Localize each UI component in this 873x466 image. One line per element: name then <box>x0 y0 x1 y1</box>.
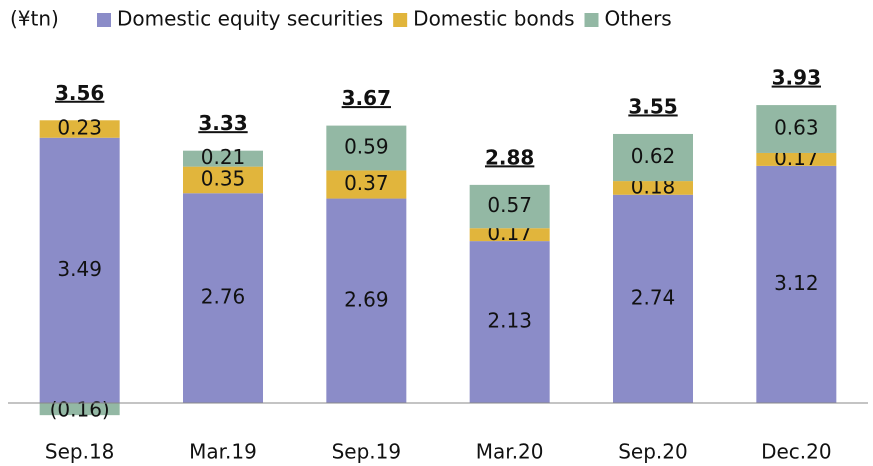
value-label: 2.13 <box>487 309 532 333</box>
bar-segment <box>183 193 263 403</box>
value-label: (0.16) <box>50 398 110 422</box>
value-label: 0.21 <box>201 145 246 169</box>
bar-segment <box>183 166 263 194</box>
legend-label: Others <box>605 7 672 31</box>
value-label: 0.57 <box>487 193 532 217</box>
unit-label: (¥tn) <box>10 7 59 31</box>
bar-segment <box>756 152 837 166</box>
value-label: 0.59 <box>344 135 389 159</box>
value-label: 0.63 <box>774 116 819 140</box>
total-label: 3.67 <box>342 86 391 110</box>
x-tick-label: Mar.20 <box>476 440 544 464</box>
x-tick-label: Sep.18 <box>45 440 115 464</box>
value-label: 0.35 <box>201 166 246 190</box>
bar-segment <box>756 165 837 403</box>
legend: Domestic equity securities Domestic bonds… <box>97 7 672 31</box>
x-tick-label: Sep.20 <box>618 440 688 464</box>
legend-swatch <box>97 13 111 27</box>
value-label: 2.74 <box>631 285 676 309</box>
x-tick-label: Dec.20 <box>761 440 832 464</box>
bar-segment <box>39 137 120 403</box>
bar-segment <box>326 125 407 171</box>
bar-segment <box>469 184 550 229</box>
total-label: 3.55 <box>628 94 677 118</box>
value-label: 2.76 <box>201 285 246 309</box>
value-label: 0.62 <box>631 144 676 168</box>
bar-segment <box>756 105 837 153</box>
bar-segment <box>613 194 693 403</box>
x-tick-label: Sep.19 <box>332 440 402 464</box>
bar-segment <box>613 133 693 182</box>
bar-segment <box>39 403 120 416</box>
value-label: 3.12 <box>774 271 819 295</box>
total-label: 2.88 <box>485 145 534 169</box>
total-label: 3.56 <box>55 81 104 105</box>
bar-segment <box>469 241 550 403</box>
value-label: 0.23 <box>57 116 102 140</box>
value-label: 3.49 <box>57 257 102 281</box>
legend-swatch <box>584 13 599 27</box>
total-label: 3.33 <box>198 111 247 135</box>
total-label: 3.93 <box>772 66 821 90</box>
bar-segment <box>39 120 120 138</box>
bar-segment <box>469 228 550 242</box>
legend-swatch <box>393 13 408 27</box>
value-label: 0.37 <box>344 171 389 195</box>
legend-label: Domestic bonds <box>413 7 574 31</box>
legend-label: Domestic equity securities <box>117 7 383 31</box>
x-tick-label: Mar.19 <box>189 440 257 464</box>
bar-segment <box>613 181 693 195</box>
bar-segment <box>326 170 407 199</box>
value-label: 2.69 <box>344 287 389 311</box>
bar-segment <box>183 150 263 167</box>
bar-segment <box>326 198 407 403</box>
